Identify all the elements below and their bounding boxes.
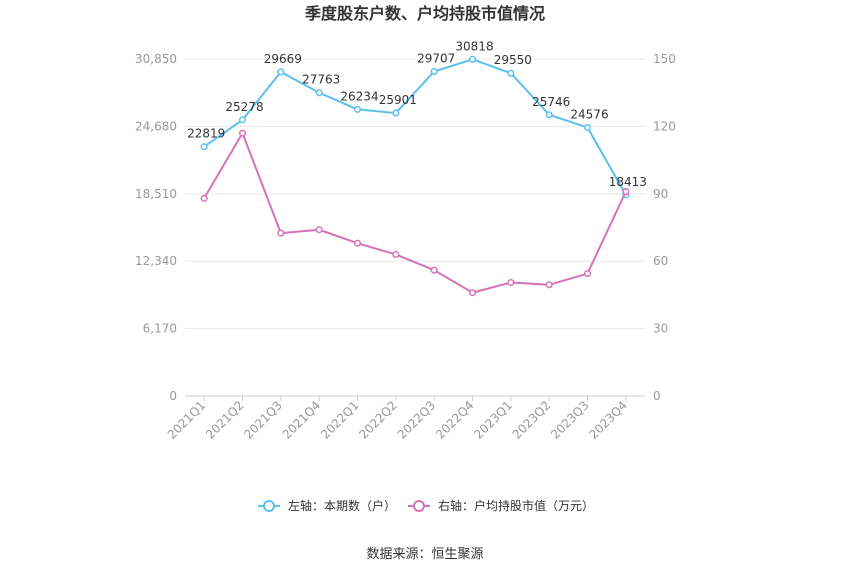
x-tick-label: 2023Q3 [548, 398, 592, 442]
x-tick-label: 2021Q2 [203, 398, 247, 442]
data-point [507, 278, 515, 287]
x-tick-label: 2021Q1 [165, 398, 209, 442]
data-label: 25746 [532, 95, 570, 109]
data-point [430, 266, 438, 274]
data-point [468, 55, 477, 63]
legend-label-2: 右轴：户均持股市值（万元） [438, 498, 594, 513]
series-line-1 [203, 58, 627, 196]
legend-marker-1 [263, 500, 275, 512]
data-label: 30818 [455, 39, 493, 53]
data-point [507, 69, 515, 77]
grid [185, 58, 645, 397]
data-point [583, 123, 592, 132]
data-point [392, 250, 400, 259]
x-tick-label: 2022Q3 [395, 398, 439, 442]
y-left-tick-label: 6,170 [143, 322, 177, 336]
data-point [353, 105, 362, 113]
x-tick-label: 2022Q1 [318, 398, 362, 442]
data-point [200, 194, 208, 202]
data-point [545, 111, 553, 119]
x-tick-label: 2021Q3 [241, 398, 285, 442]
y-right-tick-label: 60 [653, 254, 668, 268]
data-label: 29707 [417, 51, 455, 65]
x-tick-label: 2023Q2 [510, 398, 554, 442]
source-note: 数据来源：恒生聚源 [366, 547, 483, 562]
data-label: 22819 [187, 127, 225, 141]
data-point [277, 229, 285, 237]
chart-title: 季度股东户数、户均持股市值情况 [304, 4, 545, 23]
y-left-tick-label: 24,680 [135, 119, 177, 133]
data-label: 29550 [494, 53, 532, 67]
data-label: 24576 [570, 108, 608, 122]
data-label: 29669 [264, 52, 302, 66]
y-right-tick-label: 0 [653, 389, 661, 403]
x-tick-label: 2022Q4 [433, 398, 477, 442]
y-right-tick-label: 150 [653, 52, 676, 66]
legend-marker-2 [413, 500, 425, 512]
data-point [200, 143, 208, 151]
data-point [315, 89, 323, 97]
data-point [468, 289, 477, 297]
y-left-tick-label: 0 [169, 389, 177, 403]
y-right-tick-label: 120 [653, 119, 676, 133]
series-line-2 [203, 132, 627, 294]
y-right-tick-label: 30 [653, 322, 668, 336]
data-point [430, 67, 438, 76]
data-point [545, 281, 553, 289]
data-point [353, 239, 362, 247]
data-label: 25278 [225, 100, 263, 114]
legend-label-1: 左轴：本期数（户） [288, 498, 396, 513]
y-left-tick-label: 30,850 [135, 52, 177, 66]
legend[interactable]: 左轴：本期数（户） 右轴：户均持股市值（万元） [258, 498, 594, 513]
y-left-tick-label: 18,510 [135, 187, 177, 201]
data-point [583, 270, 592, 278]
data-point [277, 68, 285, 76]
data-label: 18413 [609, 175, 647, 189]
data-label: 25901 [379, 93, 417, 107]
data-label: 27763 [302, 73, 340, 87]
data-label: 26234 [340, 89, 378, 103]
data-point [622, 188, 630, 196]
data-point [392, 109, 400, 117]
x-tick-label: 2023Q1 [471, 398, 515, 442]
x-tick-label: 2022Q2 [356, 398, 400, 442]
x-tick-label: 2021Q4 [280, 398, 324, 442]
data-point [315, 226, 323, 234]
data-point [238, 129, 247, 137]
y-right-tick-label: 90 [653, 187, 668, 201]
data-point [238, 116, 247, 124]
x-tick-label: 2023Q4 [586, 398, 630, 442]
y-left-tick-label: 12,340 [135, 254, 177, 268]
